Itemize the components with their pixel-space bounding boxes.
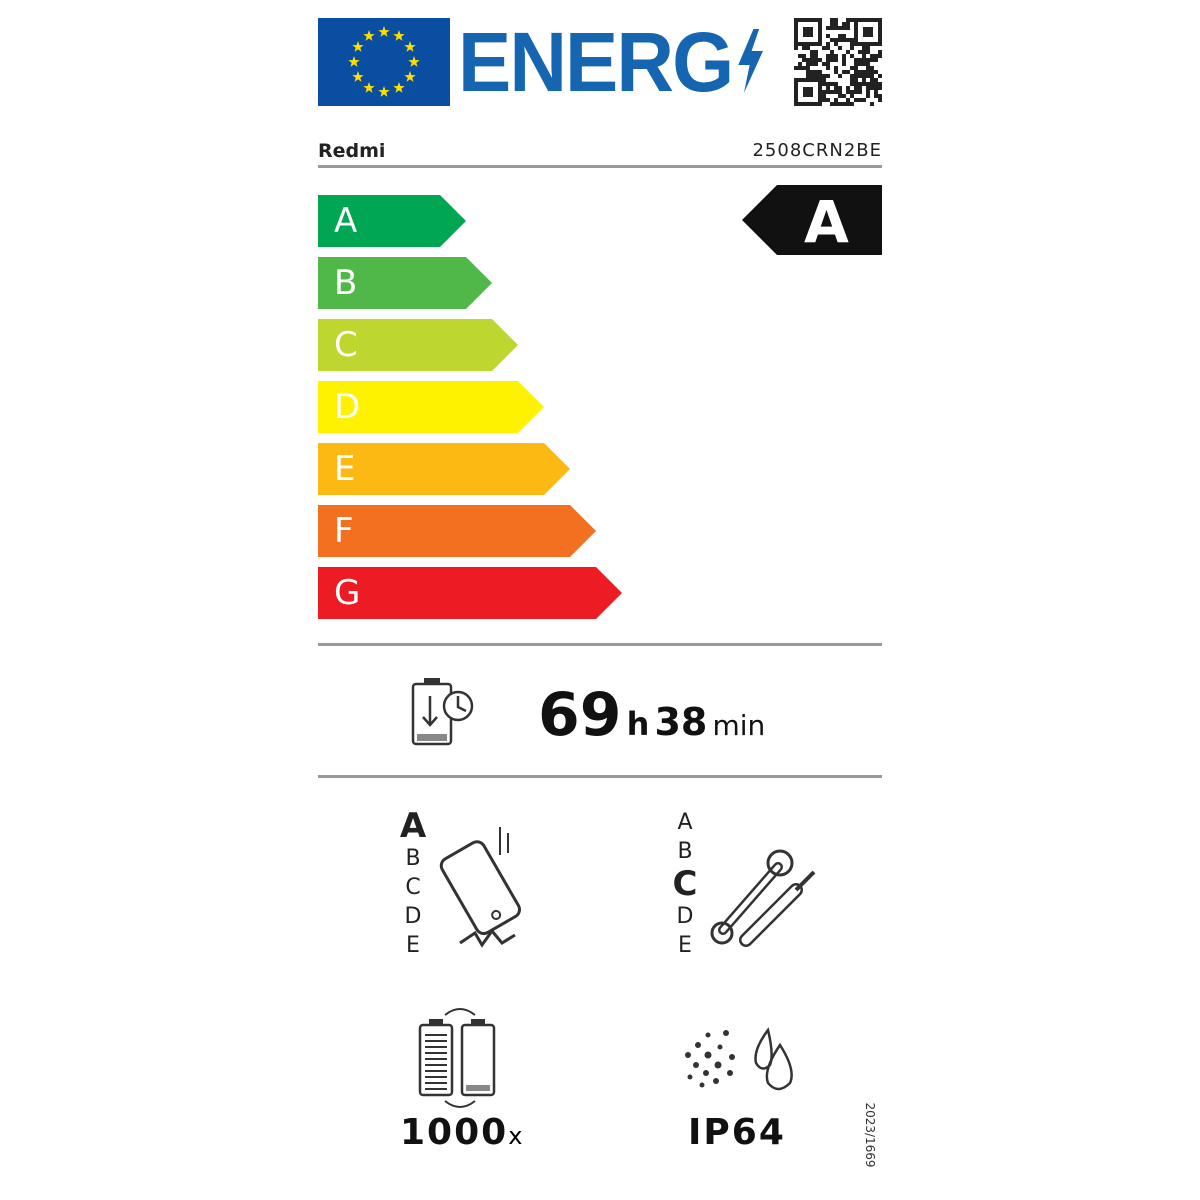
ingress-rating: IP64 — [688, 1112, 786, 1153]
energy-class-bar-f: F — [318, 505, 596, 557]
energy-class-bar-c: C — [318, 319, 518, 371]
scale-class-b: B — [405, 846, 421, 871]
battery-endurance-icon — [411, 678, 474, 746]
energy-class-letter: F — [334, 511, 354, 551]
energy-class-letter: A — [334, 201, 358, 241]
energy-class-bar-b: B — [318, 257, 492, 309]
energy-logo: ENERG — [458, 14, 766, 111]
energy-class-letter: G — [334, 573, 361, 613]
energy-class-letter: C — [334, 325, 358, 365]
scale-class-e: E — [678, 933, 692, 958]
scale-class-d: D — [676, 904, 694, 929]
dust-water-icon — [685, 1027, 793, 1091]
scale-class-c: C — [672, 864, 698, 904]
energy-class-letter: D — [334, 387, 361, 427]
scale-class-e: E — [406, 933, 420, 958]
divider — [318, 165, 882, 168]
eu-stars-icon — [348, 26, 420, 97]
battery-cycles-icon — [418, 1008, 496, 1108]
energy-class-bar-g: G — [318, 567, 622, 619]
battery-cycles: 1000x — [400, 1112, 522, 1153]
hours-value: 69 — [538, 680, 622, 750]
lightning-icon — [737, 29, 763, 93]
repair-tools-icon — [710, 849, 816, 947]
brand-name: Redmi — [318, 140, 386, 162]
phone-drop-icon — [439, 827, 521, 948]
hours-unit: h — [626, 705, 650, 743]
regulation-number: 2023/1669 — [863, 1102, 877, 1168]
energy-logo-text: ENERG — [458, 15, 734, 109]
cycles-unit: x — [508, 1122, 523, 1150]
qr-code[interactable] — [794, 18, 882, 106]
model-number: 2508CRN2BE — [752, 140, 882, 161]
energy-class-bar-a: A — [318, 195, 466, 247]
minutes-value: 38 — [654, 700, 708, 744]
energy-class-letter: B — [334, 263, 358, 303]
scale-class-b: B — [677, 839, 693, 864]
divider — [318, 643, 882, 646]
energy-class-letter: E — [334, 449, 356, 489]
rating-arrow: A — [742, 185, 882, 256]
scale-class-a: A — [399, 806, 427, 846]
battery-endurance: 69 h 38 min — [538, 680, 765, 750]
scale-class-a: A — [677, 810, 693, 835]
cycles-value: 1000 — [400, 1112, 509, 1153]
scale-class-c: C — [405, 875, 421, 900]
divider — [318, 775, 882, 778]
scale-class-d: D — [404, 904, 422, 929]
energy-class-bar-d: D — [318, 381, 544, 433]
energy-class-bar-e: E — [318, 443, 570, 495]
minutes-unit: min — [712, 709, 766, 742]
eu-flag — [318, 18, 450, 106]
rating-letter: A — [804, 188, 849, 256]
